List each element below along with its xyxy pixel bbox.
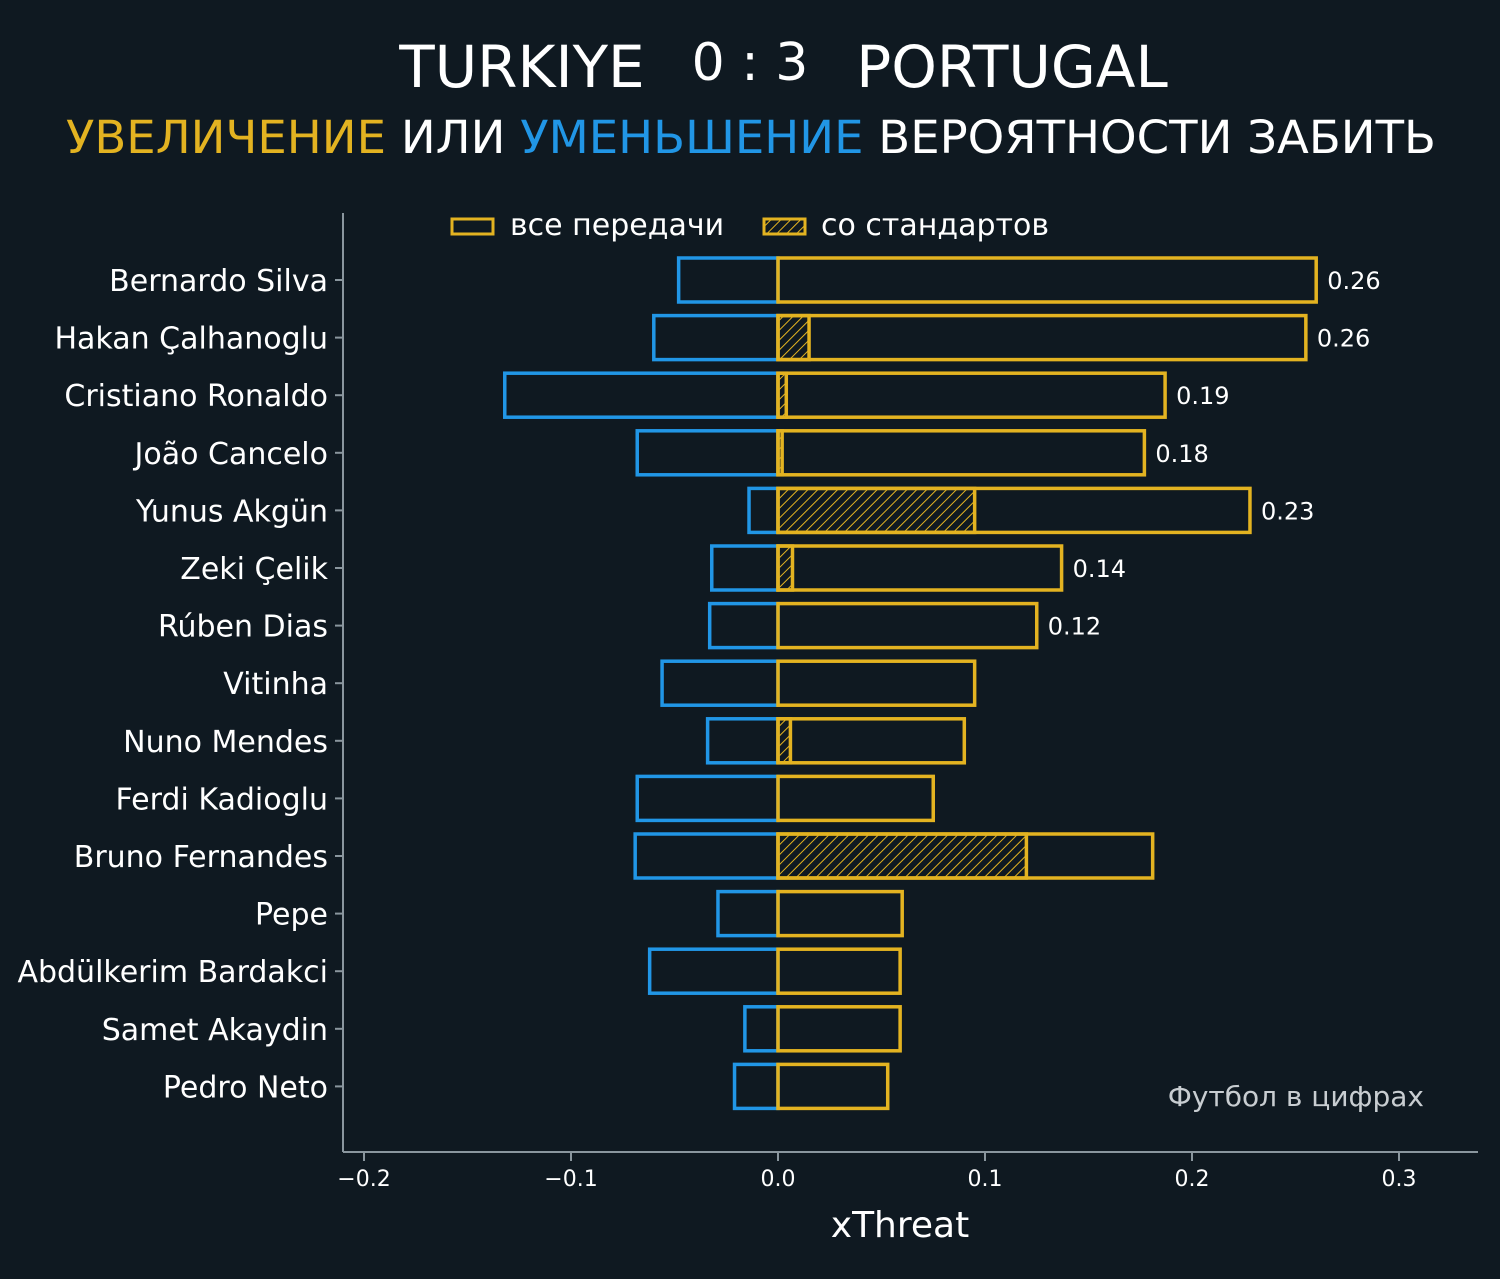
bar-decrease [732,1062,780,1111]
player-label: Samet Akaydin [102,1013,328,1048]
x-axis-ticks: −0.2 −0.1 0.0 0.1 0.2 0.3 [337,1152,1417,1192]
player-label: Nuno Mendes [123,725,328,760]
bar-decrease [635,774,780,823]
bar-decrease [707,601,780,650]
bar-decrease [710,544,780,592]
title-team-home: TURKIYE [398,33,644,101]
bar-all-passes [776,832,1155,880]
bar-decrease [647,947,780,995]
value-label: 0.26 [1317,325,1370,353]
bar-set-pieces [776,313,811,362]
bar-decrease [652,313,780,362]
bar-set-pieces [776,544,795,592]
bar-decrease [676,256,780,304]
x-tick-label: 0.3 [1382,1167,1417,1192]
legend-swatch-all-passes [450,217,495,236]
legend-label-set-pieces: со стандартов [821,208,1049,243]
bar-decrease [633,832,780,880]
bar-all-passes [776,947,902,995]
subtitle-rest: ВЕРОЯТНОСТИ ЗАБИТЬ [863,111,1436,164]
y-axis-ticks: Bernardo Silva Hakan Çalhanoglu Cristiano … [17,264,343,1105]
bar-all-passes [776,486,1252,535]
player-label: Bernardo Silva [109,264,328,299]
bar-all-passes [776,774,935,823]
bar-all-passes [776,429,1147,477]
title-score: 0 : 3 [692,33,809,93]
title-team-away: PORTUGAL [856,33,1168,101]
player-label: Rúben Dias [158,610,328,645]
player-label: Bruno Fernandes [74,840,328,875]
bar-all-passes [776,256,1318,304]
subtitle-increase: УВЕЛИЧЕНИЕ [66,111,386,164]
bar-decrease [503,371,780,419]
bar-decrease [660,659,780,707]
legend-swatch-set-pieces [762,217,807,236]
value-label: 0.12 [1048,613,1101,641]
x-tick-label: −0.2 [337,1167,390,1192]
bar-set-pieces [776,832,1029,880]
bar-all-passes [776,1062,890,1111]
player-label: Zeki Çelik [180,552,328,587]
player-label: João Cancelo [133,437,328,472]
bar-all-passes [776,889,904,938]
x-tick-label: 0.0 [761,1167,796,1192]
player-label: Pedro Neto [163,1070,328,1105]
bar-decrease [716,889,780,938]
x-tick-label: 0.1 [968,1167,1003,1192]
player-label: Cristiano Ronaldo [64,379,328,414]
bar-all-passes [776,313,1308,362]
legend: все передачи со стандартов [450,208,1049,243]
watermark: Футбол в цифрах [1168,1080,1424,1113]
x-tick-label: 0.2 [1175,1167,1210,1192]
subtitle-or: ИЛИ [386,111,520,164]
player-label: Yunus Akgün [135,494,328,529]
value-label: 0.19 [1176,382,1229,410]
bar-all-passes [776,659,977,707]
bar-decrease [635,429,780,477]
subtitle-decrease: УМЕНЬШЕНИЕ [520,111,863,164]
bar-decrease [747,486,780,535]
player-label: Hakan Çalhanoglu [54,322,328,357]
player-label: Abdülkerim Bardakci [17,955,328,990]
bar-all-passes [776,371,1167,419]
legend-label-all-passes: все передачи [510,208,724,243]
x-axis-label: xThreat [831,1205,969,1246]
bar-all-passes [776,601,1039,650]
value-label: 0.18 [1155,440,1208,468]
x-tick-label: −0.1 [544,1167,597,1192]
player-label: Vitinha [223,667,328,702]
player-label: Pepe [255,898,328,933]
bar-all-passes [776,717,967,765]
bar-decrease [743,1005,780,1053]
subtitle: УВЕЛИЧЕНИЕ ИЛИ УМЕНЬШЕНИЕ ВЕРОЯТНОСТИ ЗА… [66,111,1436,164]
bar-decrease [705,717,780,765]
bar-all-passes [776,544,1064,592]
value-label: 0.26 [1327,267,1380,295]
bar-set-pieces [776,717,793,765]
value-label: 0.14 [1073,555,1126,583]
bar-all-passes [776,1005,902,1053]
player-label: Ferdi Kadioglu [116,782,328,817]
value-label: 0.23 [1261,497,1314,525]
bar-set-pieces [776,486,977,535]
chart-marks: 0.26 0.26 0.19 0.18 0.23 0.14 0.12 [503,256,1381,1111]
